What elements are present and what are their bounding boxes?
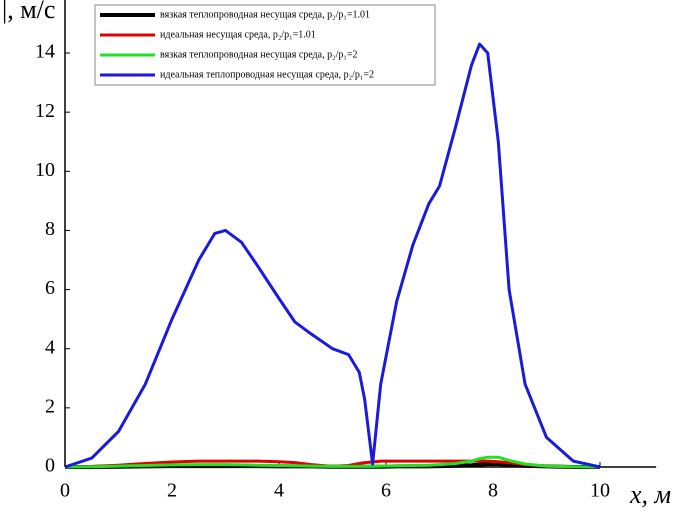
x-tick-label: 2: [167, 480, 177, 502]
y-tick-label: 2: [45, 395, 55, 417]
y-tick-label: 12: [35, 100, 55, 122]
y-tick-label: 6: [45, 277, 55, 299]
y-tick-label: 4: [45, 336, 55, 358]
x-tick-label: 4: [274, 480, 284, 502]
y-tick-label: 10: [35, 159, 55, 181]
legend-label: вязкая теплопроводная несущая среда, p₂/…: [160, 9, 370, 20]
x-tick-label: 6: [381, 480, 391, 502]
y-axis-label: |, м/с: [2, 0, 55, 24]
y-tick-label: 0: [45, 455, 55, 477]
legend-label: идеальная теплопроводная несущая среда, …: [160, 69, 374, 80]
x-tick-label: 10: [590, 480, 610, 502]
x-axis-label: x, м: [629, 480, 671, 509]
line: [64, 455, 601, 469]
line: [64, 459, 600, 469]
legend-label: вязкая теплопроводная несущая среда, p₂/…: [160, 49, 357, 60]
x-tick-label: 0: [60, 480, 70, 502]
y-tick-label: 8: [45, 218, 55, 240]
legend-box: [94, 4, 436, 86]
x-tick-label: 8: [488, 480, 498, 502]
legend-label: идеальная несущая среда, p₂/p₁=1.01: [160, 29, 316, 40]
line: [64, 42, 601, 469]
y-tick-label: 14: [35, 41, 55, 63]
